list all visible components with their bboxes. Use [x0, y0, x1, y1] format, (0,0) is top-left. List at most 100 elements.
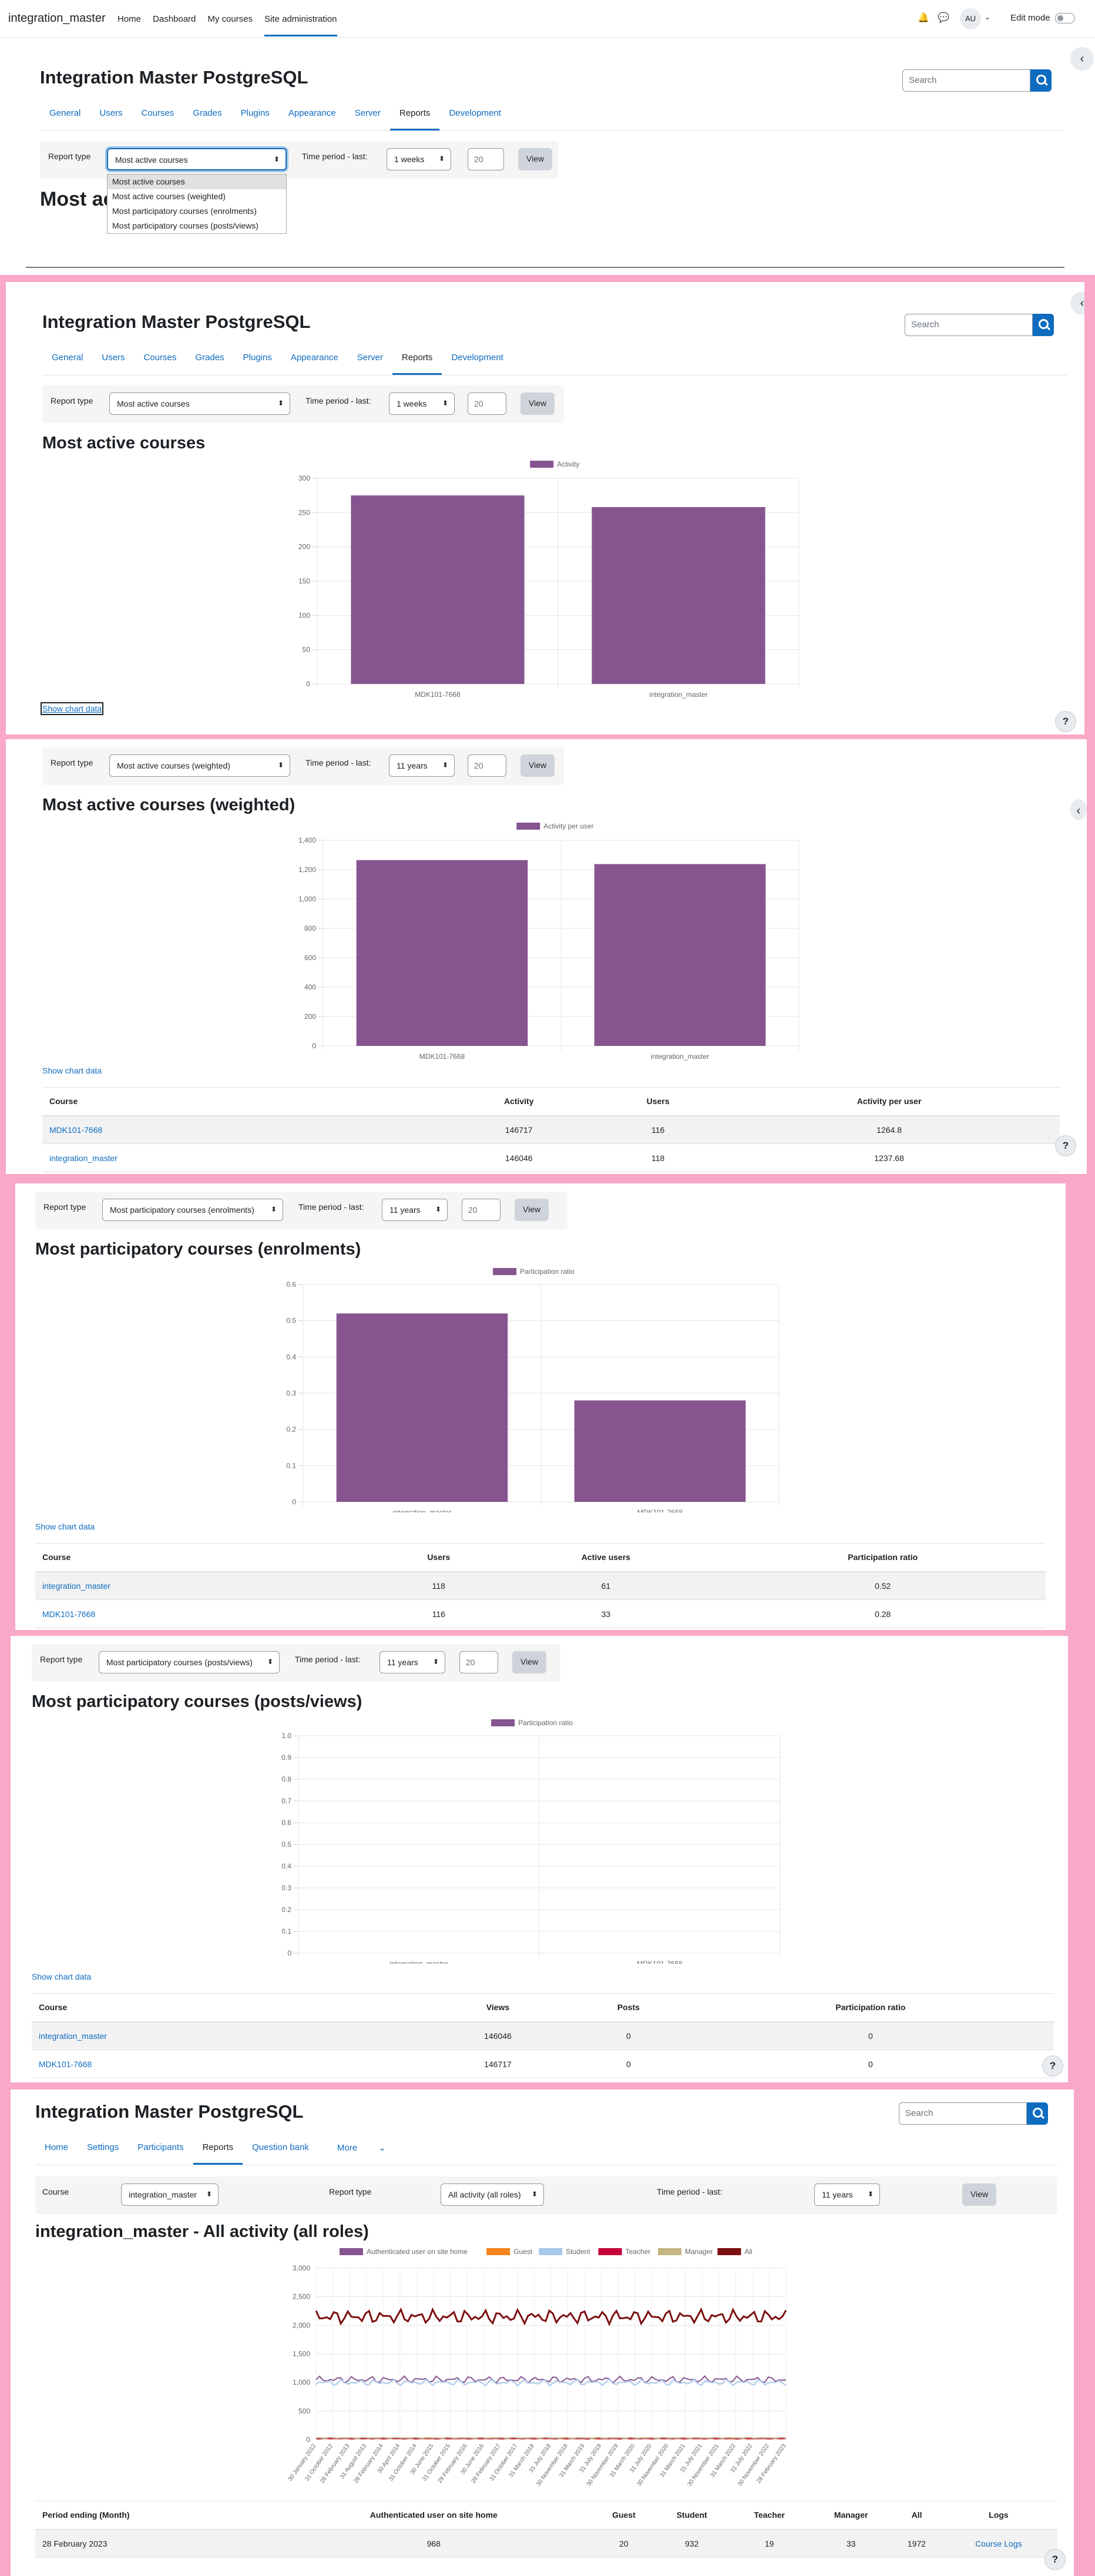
column-header[interactable]: Activity [440, 1087, 598, 1116]
search-input[interactable]: Search [905, 314, 1033, 336]
column-header[interactable]: Guest [594, 2501, 653, 2530]
tab-users[interactable]: Users [102, 353, 125, 363]
time-period-select[interactable]: 11 years [389, 754, 455, 777]
tab-more[interactable]: More ⌄ [318, 2142, 405, 2165]
report-type-select[interactable]: Most active courses [107, 148, 287, 170]
show-chart-data-link[interactable]: Show chart data [40, 702, 104, 715]
limit-input[interactable]: 20 [459, 1651, 498, 1673]
chat-icon[interactable]: 💬 [938, 13, 949, 23]
edit-mode-toggle[interactable] [1055, 13, 1075, 24]
help-icon[interactable]: ? [1055, 711, 1076, 732]
tab-appearance[interactable]: Appearance [288, 108, 336, 118]
tab-home[interactable]: Home [45, 2142, 69, 2152]
nav-my-courses[interactable]: My courses [207, 14, 253, 24]
tab-general[interactable]: General [52, 353, 83, 363]
column-header[interactable]: Period ending (Month) [35, 2501, 273, 2530]
drawer-toggle-icon[interactable]: ‹ [1070, 291, 1084, 315]
bell-icon[interactable]: 🔔 [918, 13, 929, 23]
table-cell[interactable]: Course Logs [939, 2529, 1057, 2558]
course-link[interactable]: MDK101-7668 [39, 2059, 92, 2069]
drawer-toggle-icon[interactable]: ‹ [1070, 47, 1094, 71]
tab-reports[interactable]: Reports [389, 108, 440, 130]
search-input[interactable]: Search [902, 69, 1030, 92]
report-type-select[interactable]: Most participatory courses (enrolments) [102, 1199, 283, 1221]
tab-courses[interactable]: Courses [141, 108, 174, 118]
column-header[interactable]: Users [385, 1543, 492, 1572]
column-header[interactable]: Manager [808, 2501, 894, 2530]
limit-input[interactable]: 20 [462, 1199, 501, 1221]
dropdown-option-posts-views[interactable]: Most participatory courses (posts/views) [112, 221, 258, 230]
tab-grades[interactable]: Grades [193, 108, 222, 118]
help-icon[interactable]: ? [1042, 2055, 1063, 2077]
report-type-select[interactable]: Most participatory courses (posts/views) [99, 1651, 280, 1673]
column-header[interactable]: Active users [492, 1543, 720, 1572]
tab-appearance[interactable]: Appearance [290, 353, 338, 363]
report-type-select[interactable]: Most active courses [109, 393, 290, 415]
report-type-select[interactable]: All activity (all roles) [441, 2183, 544, 2206]
column-header[interactable]: Teacher [730, 2501, 809, 2530]
column-header[interactable]: Course [32, 1993, 426, 2022]
course-link[interactable]: integration_master [42, 1581, 110, 1591]
column-header[interactable]: Participation ratio [687, 1993, 1054, 2022]
course-link[interactable]: Course Logs [975, 2538, 1022, 2548]
table-cell[interactable]: integration_master [35, 1571, 386, 1600]
show-chart-data-link[interactable]: Show chart data [32, 1972, 92, 1981]
search-icon[interactable] [1027, 2102, 1048, 2125]
limit-input[interactable]: 20 [468, 393, 506, 415]
chevron-down-icon[interactable]: ⌄ [985, 13, 991, 21]
table-cell[interactable]: integration_master [32, 2021, 426, 2050]
table-cell[interactable]: MDK101-7668 [42, 1115, 441, 1144]
help-icon[interactable]: ? [1044, 2549, 1066, 2570]
column-header[interactable]: Posts [569, 1993, 687, 2022]
dropdown-option-weighted[interactable]: Most active courses (weighted) [112, 192, 226, 201]
view-button[interactable]: View [512, 1651, 547, 1673]
table-cell[interactable]: MDK101-7668 [35, 1599, 386, 1628]
report-type-select[interactable]: Most active courses (weighted) [109, 754, 290, 777]
tab-server[interactable]: Server [354, 108, 381, 118]
search-icon[interactable] [1030, 69, 1052, 92]
site-brand[interactable]: integration_master [8, 12, 106, 25]
course-link[interactable]: integration_master [39, 2031, 107, 2041]
view-button[interactable]: View [520, 754, 555, 777]
show-chart-data-link[interactable]: Show chart data [42, 1066, 102, 1075]
column-header[interactable]: Participation ratio [720, 1543, 1046, 1572]
tab-reports[interactable]: Reports [392, 353, 442, 375]
course-link[interactable]: MDK101-7668 [49, 1125, 103, 1135]
tab-plugins[interactable]: Plugins [240, 108, 270, 118]
tab-grades[interactable]: Grades [195, 353, 224, 363]
table-cell[interactable]: integration_master [42, 1143, 441, 1172]
tab-question-bank[interactable]: Question bank [252, 2142, 309, 2152]
dropdown-option-enrolments[interactable]: Most participatory courses (enrolments) [112, 206, 257, 216]
column-header[interactable]: Course [42, 1087, 441, 1116]
column-header[interactable]: Course [35, 1543, 386, 1572]
time-period-select[interactable]: 11 years [379, 1651, 445, 1673]
tab-development[interactable]: Development [451, 353, 503, 363]
search-icon[interactable] [1033, 314, 1054, 336]
column-header[interactable]: All [894, 2501, 940, 2530]
limit-input[interactable]: 20 [468, 148, 504, 170]
column-header[interactable]: Users [597, 1087, 719, 1116]
search-input[interactable]: Search [899, 2102, 1027, 2125]
tab-courses[interactable]: Courses [143, 353, 177, 363]
time-period-select[interactable]: 1 weeks [389, 393, 455, 415]
tab-general[interactable]: General [49, 108, 81, 118]
view-button[interactable]: View [520, 393, 555, 415]
course-select[interactable]: integration_master [121, 2183, 219, 2206]
show-chart-data-link[interactable]: Show chart data [35, 1522, 95, 1531]
nav-site-administration[interactable]: Site administration [264, 14, 337, 36]
course-link[interactable]: integration_master [49, 1153, 117, 1163]
tab-settings[interactable]: Settings [87, 2142, 119, 2152]
column-header[interactable]: Views [425, 1993, 570, 2022]
avatar[interactable]: AU [960, 8, 981, 29]
limit-input[interactable]: 20 [468, 754, 506, 777]
table-cell[interactable]: MDK101-7668 [32, 2050, 426, 2078]
view-button[interactable]: View [515, 1199, 549, 1221]
nav-dashboard[interactable]: Dashboard [153, 14, 196, 24]
time-period-select[interactable]: 11 years [814, 2183, 880, 2206]
view-button[interactable]: View [962, 2183, 997, 2206]
drawer-toggle-icon[interactable]: ‹ [1070, 799, 1087, 820]
tab-plugins[interactable]: Plugins [243, 353, 272, 363]
tab-reports[interactable]: Reports [193, 2142, 243, 2165]
tab-users[interactable]: Users [99, 108, 123, 118]
column-header[interactable]: Activity per user [718, 1087, 1060, 1116]
